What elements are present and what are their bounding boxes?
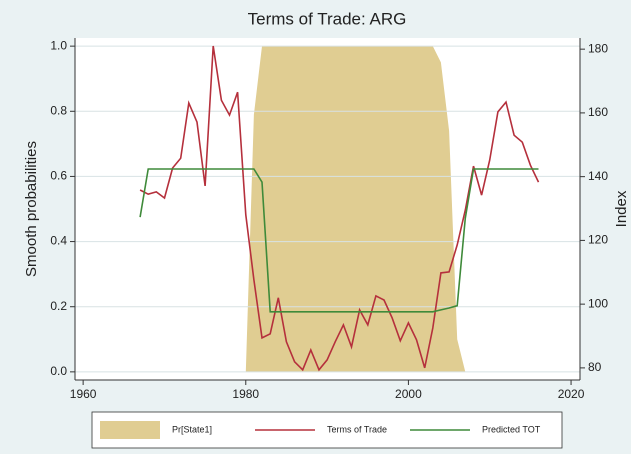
x-tick-label: 2020 — [558, 387, 585, 401]
legend-box — [91, 411, 563, 449]
x-tick-label: 1960 — [70, 387, 97, 401]
y2-tick-label: 80 — [588, 360, 602, 374]
x-tick-label: 2000 — [395, 387, 422, 401]
y-tick-label: 0.2 — [50, 299, 67, 313]
legend-label: Predicted TOT — [482, 424, 541, 434]
y2-tick-label: 160 — [588, 105, 608, 119]
legend-label: Terms of Trade — [327, 424, 387, 434]
y-tick-label: 0.4 — [50, 234, 67, 248]
y-tick-label: 0.0 — [50, 364, 67, 378]
chart-title: Terms of Trade: ARG — [248, 9, 407, 28]
legend-label: Pr[State1] — [172, 424, 212, 434]
y-tick-label: 0.6 — [50, 169, 67, 183]
line — [139, 168, 539, 313]
y-tick-label: 0.8 — [50, 103, 67, 117]
y2-tick-label: 120 — [588, 233, 608, 247]
y-axis-title: Smooth probabilities — [23, 141, 40, 277]
y2-tick-label: 180 — [588, 41, 608, 55]
y-tick-label: 1.0 — [50, 38, 67, 52]
y2-tick-label: 140 — [588, 169, 608, 183]
x-tick-label: 1980 — [232, 387, 259, 401]
legend-swatch — [100, 421, 160, 439]
y2-axis-title: Index — [613, 190, 630, 227]
y2-tick-label: 100 — [588, 296, 608, 310]
